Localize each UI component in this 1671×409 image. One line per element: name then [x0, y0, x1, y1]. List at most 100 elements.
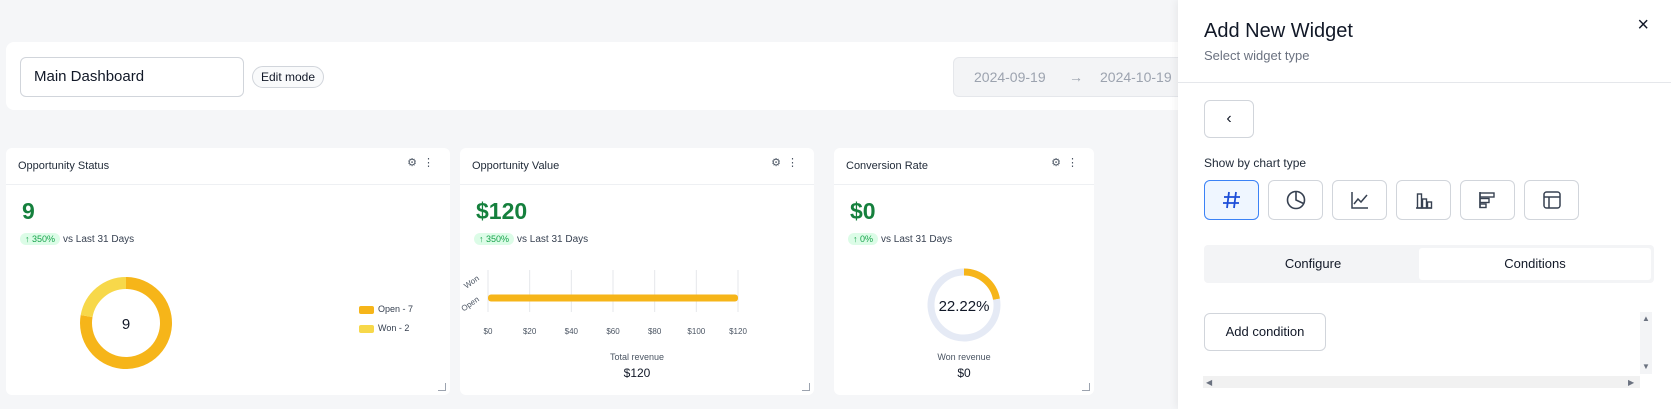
- config-tabs: Configure Conditions: [1204, 245, 1654, 283]
- widget-title: Opportunity Value: [472, 160, 560, 172]
- delta-row: ↑ 0% vs Last 31 Days: [848, 233, 952, 245]
- y-category-label: Open: [460, 295, 481, 314]
- gauge-chart: 22.22%: [927, 268, 1001, 342]
- legend: Open - 7 Won - 2: [359, 304, 413, 333]
- tab-conditions[interactable]: Conditions: [1419, 248, 1651, 280]
- legend-item: Won - 2: [359, 323, 413, 333]
- x-tick-label: $20: [523, 327, 537, 336]
- widget-title: Conversion Rate: [846, 160, 928, 172]
- gauge-slices: [927, 268, 1001, 342]
- donut-slices: [80, 277, 172, 369]
- line-chart-icon: [1350, 192, 1368, 209]
- chevron-left-icon: ‹: [1226, 110, 1232, 127]
- delta-badge: ↑ 350%: [474, 233, 515, 245]
- scroll-right-icon[interactable]: ▶: [1628, 378, 1635, 387]
- scroll-down-icon[interactable]: ▼: [1642, 362, 1650, 371]
- donut-slice-won: [80, 277, 127, 318]
- back-button[interactable]: ‹: [1204, 100, 1254, 138]
- x-tick-label: $120: [729, 327, 747, 336]
- donut-slice-open: [80, 277, 172, 369]
- delta-row: ↑ 350% vs Last 31 Days: [474, 233, 588, 245]
- delta-row: ↑ 350% vs Last 31 Days: [20, 233, 134, 245]
- chart-type-table[interactable]: [1524, 180, 1579, 220]
- add-widget-panel: Add New Widget Select widget type × ‹ Sh…: [1178, 0, 1671, 409]
- section-label: Show by chart type: [1204, 156, 1307, 170]
- chart-type-pie[interactable]: [1268, 180, 1323, 220]
- y-category-label: Won: [462, 274, 481, 291]
- delta-label: vs Last 31 Days: [517, 234, 589, 245]
- chart-type-line[interactable]: [1332, 180, 1387, 220]
- chart-caption: Won revenue: [937, 352, 991, 362]
- x-tick-label: $60: [606, 327, 620, 336]
- number-icon: [1222, 191, 1240, 209]
- chart-type-number[interactable]: [1204, 180, 1259, 220]
- tab-configure[interactable]: Configure: [1284, 256, 1342, 271]
- chart-type-bar[interactable]: [1460, 180, 1515, 220]
- chart-caption: Total revenue: [609, 352, 665, 362]
- divider: [460, 184, 814, 185]
- settings-icon[interactable]: ⚙: [407, 157, 423, 169]
- date-end: 2024-10-19: [1100, 69, 1172, 85]
- kpi-value: $0: [850, 198, 876, 224]
- bar-chart-icon: [1478, 192, 1495, 209]
- gauge-center-label: 22.22%: [939, 298, 990, 315]
- bar-open: [488, 294, 738, 302]
- table-icon: [1542, 191, 1561, 209]
- dashboard-name-input[interactable]: Main Dashboard: [20, 57, 244, 97]
- close-icon[interactable]: ×: [1637, 14, 1649, 36]
- resize-handle[interactable]: [1082, 383, 1090, 391]
- widget-title: Opportunity Status: [18, 160, 110, 172]
- widget-tools: ⚙⋮: [771, 156, 804, 169]
- widget-tools: ⚙⋮: [1051, 156, 1084, 169]
- date-start: 2024-09-19: [974, 69, 1046, 85]
- kpi-value: 9: [22, 198, 35, 224]
- bar-chart: $0 $20 $40 $60 $80 $100 $120 Won Open: [460, 270, 747, 336]
- resize-handle[interactable]: [802, 383, 810, 391]
- donut-center-label: 9: [122, 316, 130, 333]
- x-tick-label: $100: [687, 327, 705, 336]
- legend-swatch: [359, 324, 374, 333]
- add-condition-button[interactable]: Add condition: [1204, 313, 1326, 351]
- delta-label: vs Last 31 Days: [881, 234, 953, 245]
- widget-opportunity-value: Opportunity Value ⚙⋮ $120 ↑ 350% vs Last …: [460, 148, 814, 395]
- legend-swatch: [359, 305, 374, 314]
- divider: [6, 184, 450, 185]
- scroll-up-icon[interactable]: ▲: [1642, 314, 1650, 323]
- widget-opportunity-status: Opportunity Status ⚙⋮ 9 ↑ 350% vs Last 31…: [6, 148, 450, 395]
- donut-chart: 9: [80, 277, 172, 369]
- arrow-right-icon: →: [1069, 69, 1083, 85]
- chart-caption-value: $120: [623, 366, 651, 380]
- delta-label: vs Last 31 Days: [63, 234, 135, 245]
- divider: [834, 184, 1094, 185]
- dashboard-header: Main Dashboard Edit mode 2024-09-19 → 20…: [6, 42, 1223, 110]
- x-tick-label: $40: [565, 327, 579, 336]
- widget-conversion-rate: Conversion Rate ⚙⋮ $0 ↑ 0% vs Last 31 Day…: [834, 148, 1094, 395]
- legend-label: Won - 2: [378, 323, 410, 333]
- x-tick-label: $0: [484, 327, 493, 336]
- resize-handle[interactable]: [438, 383, 446, 391]
- more-icon[interactable]: ⋮: [787, 157, 804, 169]
- conditions-scroll-area: Add condition: [1204, 310, 1652, 394]
- scroll-left-icon[interactable]: ◀: [1206, 378, 1213, 387]
- horizontal-scrollbar[interactable]: ◀ ▶: [1203, 376, 1640, 388]
- delta-badge: ↑ 0%: [848, 233, 879, 245]
- panel-title: Add New Widget: [1204, 20, 1353, 42]
- gauge-track-arc: [927, 268, 1001, 342]
- vertical-scrollbar[interactable]: ▲ ▼: [1640, 312, 1652, 374]
- kpi-value: $120: [476, 198, 528, 224]
- widget-tools: ⚙⋮: [407, 156, 440, 169]
- pie-chart-icon: [1286, 190, 1305, 210]
- chart-caption-value: $0: [957, 366, 971, 380]
- divider: [1178, 82, 1671, 83]
- more-icon[interactable]: ⋮: [1067, 157, 1084, 169]
- gauge-value-arc: [963, 268, 1000, 301]
- column-chart-icon: [1415, 193, 1432, 209]
- more-icon[interactable]: ⋮: [423, 157, 440, 169]
- x-tick-label: $80: [648, 327, 662, 336]
- edit-mode-button[interactable]: Edit mode: [252, 66, 325, 88]
- settings-icon[interactable]: ⚙: [1051, 157, 1067, 169]
- delta-badge: ↑ 350%: [20, 233, 61, 245]
- settings-icon[interactable]: ⚙: [771, 157, 787, 169]
- legend-label: Open - 7: [378, 304, 414, 314]
- chart-type-column[interactable]: [1396, 180, 1451, 220]
